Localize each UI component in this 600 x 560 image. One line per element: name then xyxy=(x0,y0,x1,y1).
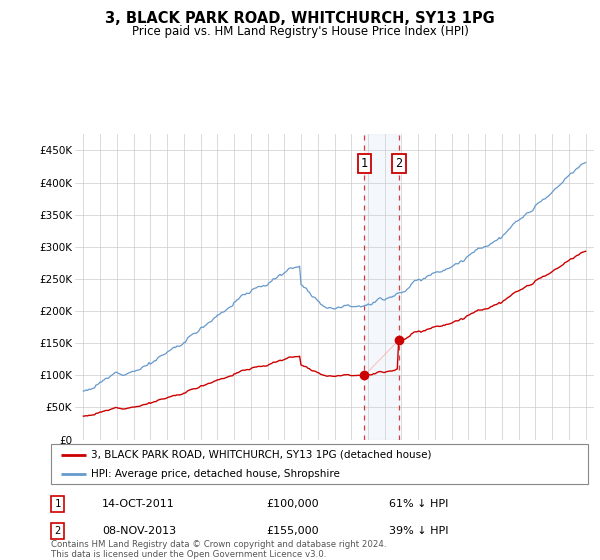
Text: 3, BLACK PARK ROAD, WHITCHURCH, SY13 1PG: 3, BLACK PARK ROAD, WHITCHURCH, SY13 1PG xyxy=(105,11,495,26)
Text: 3, BLACK PARK ROAD, WHITCHURCH, SY13 1PG (detached house): 3, BLACK PARK ROAD, WHITCHURCH, SY13 1PG… xyxy=(91,450,432,460)
Text: £155,000: £155,000 xyxy=(266,526,319,536)
Text: Contains HM Land Registry data © Crown copyright and database right 2024.
This d: Contains HM Land Registry data © Crown c… xyxy=(51,540,386,559)
Text: 2: 2 xyxy=(395,157,403,170)
Text: 61% ↓ HPI: 61% ↓ HPI xyxy=(389,500,449,509)
Text: £100,000: £100,000 xyxy=(266,500,319,509)
Text: 2: 2 xyxy=(55,526,61,536)
Bar xyxy=(364,134,399,440)
Text: 39% ↓ HPI: 39% ↓ HPI xyxy=(389,526,449,536)
Text: 14-OCT-2011: 14-OCT-2011 xyxy=(102,500,175,509)
Text: Price paid vs. HM Land Registry's House Price Index (HPI): Price paid vs. HM Land Registry's House … xyxy=(131,25,469,38)
Text: 1: 1 xyxy=(55,500,61,509)
Text: 08-NOV-2013: 08-NOV-2013 xyxy=(102,526,176,536)
Text: 1: 1 xyxy=(361,157,368,170)
Text: HPI: Average price, detached house, Shropshire: HPI: Average price, detached house, Shro… xyxy=(91,469,340,478)
